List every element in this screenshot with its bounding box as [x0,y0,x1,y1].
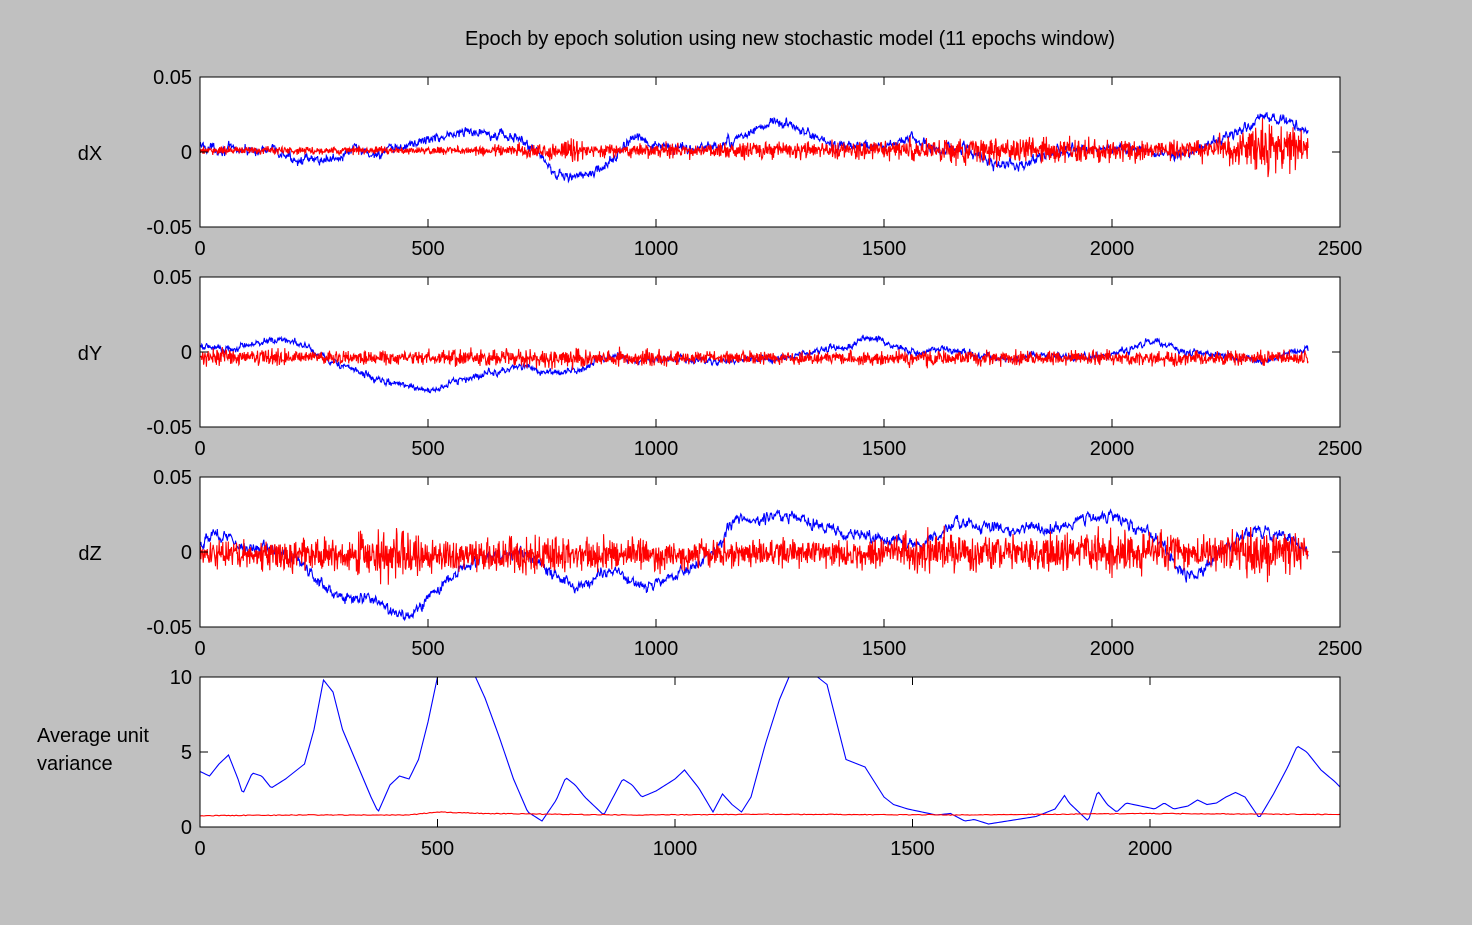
y-axis-label: dY [78,343,102,365]
y-tick-label: 10 [170,667,192,689]
x-tick-label: 500 [421,838,454,860]
y-tick-label: -0.05 [146,217,192,239]
series-line-blue [200,508,1309,622]
x-tick-label: 0 [194,838,205,860]
x-tick-label: 1000 [634,638,679,660]
y-tick-label: 0.05 [153,267,192,289]
x-tick-label: 2000 [1090,238,1135,260]
y-tick-label: 5 [181,742,192,764]
plot-area [200,111,1309,184]
x-tick-label: 1000 [634,438,679,460]
series-line-red [200,811,1340,817]
series-line-red [200,346,1309,371]
y-tick-label: 0 [181,542,192,564]
y-axis-label: dX [78,143,102,165]
x-tick-label: 2000 [1090,438,1135,460]
x-tick-label: 0 [194,438,205,460]
subplot-4: 0 500 1000 1500 2000 0 5 10 Average unit variance [37,667,1341,860]
series-line-red [200,118,1309,178]
y-tick-label: -0.05 [146,417,192,439]
x-tick-label: 2000 [1128,838,1173,860]
x-tick-label: 0 [194,238,205,260]
x-tick-label: 1500 [862,238,907,260]
axes-background [200,277,1340,427]
x-tick-label: 500 [411,238,444,260]
y-tick-label: 0 [181,342,192,364]
x-tick-label: 2500 [1318,238,1363,260]
figure-title: Epoch by epoch solution using new stocha… [465,28,1115,50]
series-line-blue [200,677,1340,825]
x-tick-label: 2500 [1318,438,1363,460]
plot-area [200,334,1309,394]
x-tick-label: 1500 [862,638,907,660]
y-tick-label: 0.05 [153,467,192,489]
x-tick-label: 0 [194,638,205,660]
plot-area [200,508,1309,622]
y-axis-label: Average unit variance [37,725,149,775]
x-tick-label: 1000 [653,838,698,860]
y-tick-label: -0.05 [146,617,192,639]
y-axis-label: dZ [78,543,101,565]
x-tick-label: 500 [411,438,444,460]
x-tick-label: 1000 [634,238,679,260]
plot-area [200,677,1340,825]
x-tick-label: 2000 [1090,638,1135,660]
y-tick-label: 0 [181,142,192,164]
axes-background [200,677,1340,827]
x-tick-label: 1500 [890,838,935,860]
x-tick-label: 500 [411,638,444,660]
y-tick-label: 0.05 [153,67,192,89]
y-tick-label: 0 [181,817,192,839]
x-tick-label: 1500 [862,438,907,460]
x-tick-label: 2500 [1318,638,1363,660]
series-line-red [200,525,1309,585]
